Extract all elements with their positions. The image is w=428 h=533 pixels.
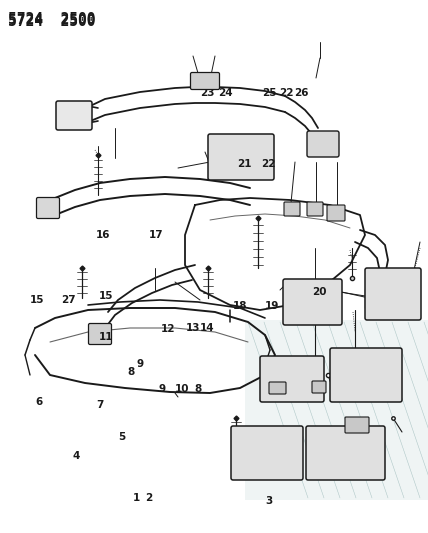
Text: 19: 19	[265, 302, 279, 311]
FancyBboxPatch shape	[365, 268, 421, 320]
FancyBboxPatch shape	[89, 324, 112, 344]
Text: 12: 12	[160, 325, 175, 334]
Text: 22: 22	[279, 88, 293, 98]
Text: 23: 23	[200, 88, 215, 98]
FancyBboxPatch shape	[190, 72, 220, 90]
FancyBboxPatch shape	[307, 131, 339, 157]
Text: 10: 10	[175, 384, 189, 394]
Text: 22: 22	[261, 159, 276, 169]
Text: 26: 26	[294, 88, 309, 98]
FancyBboxPatch shape	[327, 205, 345, 221]
FancyBboxPatch shape	[231, 426, 303, 480]
Text: 17: 17	[149, 230, 163, 239]
Text: 5: 5	[118, 432, 125, 442]
FancyBboxPatch shape	[56, 101, 92, 130]
Text: 4: 4	[73, 451, 80, 461]
Text: 7: 7	[96, 400, 104, 410]
FancyBboxPatch shape	[307, 202, 323, 216]
Text: 16: 16	[96, 230, 111, 239]
Text: 1: 1	[133, 494, 140, 503]
Text: 15: 15	[99, 291, 114, 301]
FancyBboxPatch shape	[366, 288, 389, 310]
FancyBboxPatch shape	[208, 134, 274, 180]
FancyBboxPatch shape	[306, 426, 385, 480]
FancyBboxPatch shape	[345, 417, 369, 433]
Polygon shape	[245, 320, 428, 500]
FancyBboxPatch shape	[283, 279, 342, 325]
Text: 21: 21	[237, 159, 251, 169]
Text: 9: 9	[137, 359, 144, 368]
Text: 6: 6	[35, 398, 42, 407]
FancyBboxPatch shape	[36, 198, 59, 219]
Text: 27: 27	[61, 295, 76, 305]
Text: 13: 13	[186, 323, 201, 333]
Text: 18: 18	[233, 302, 248, 311]
Text: 9: 9	[158, 384, 166, 394]
Text: 8: 8	[127, 367, 134, 376]
FancyBboxPatch shape	[269, 382, 286, 394]
Text: 20: 20	[312, 287, 327, 297]
Text: 14: 14	[200, 323, 214, 333]
Text: 2: 2	[146, 494, 153, 503]
FancyBboxPatch shape	[330, 348, 402, 402]
FancyBboxPatch shape	[284, 202, 300, 216]
Text: 8: 8	[195, 384, 202, 394]
Text: 5724  2500: 5724 2500	[8, 12, 95, 27]
Text: 11: 11	[98, 333, 113, 342]
Text: 5724  2500: 5724 2500	[8, 14, 95, 29]
Text: 15: 15	[30, 295, 45, 305]
FancyBboxPatch shape	[312, 381, 326, 393]
Text: 24: 24	[218, 88, 233, 98]
Text: 3: 3	[265, 496, 273, 506]
FancyBboxPatch shape	[260, 356, 324, 402]
Text: 25: 25	[262, 88, 276, 98]
